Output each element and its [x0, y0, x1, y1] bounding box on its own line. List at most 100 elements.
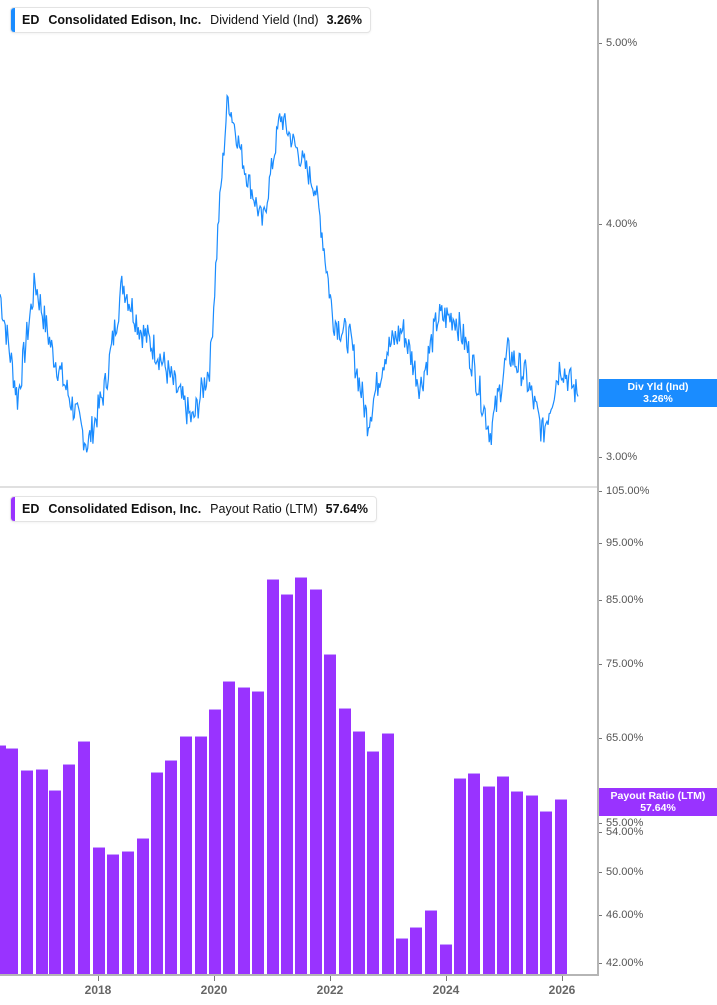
- y-tick-label: 75.00%: [606, 658, 644, 670]
- y-tick-label: 5.00%: [606, 37, 638, 49]
- y-tick-label: 105.00%: [606, 485, 650, 497]
- y-tick: [599, 832, 602, 833]
- payout-bar[interactable]: [367, 751, 379, 974]
- x-tick: [562, 976, 563, 981]
- x-tick-label: 2020: [200, 983, 228, 997]
- series-color-swatch: [11, 8, 15, 32]
- x-tick-label: 2022: [316, 983, 344, 997]
- series-color-swatch: [11, 497, 15, 521]
- payout-bar[interactable]: [324, 654, 336, 974]
- payout-bar[interactable]: [252, 691, 264, 974]
- payout-bar[interactable]: [223, 681, 235, 974]
- payout-bar[interactable]: [93, 847, 105, 974]
- dividend-yield-panel: ED Consolidated Edison, Inc. Dividend Yi…: [0, 0, 717, 487]
- y-tick: [599, 543, 602, 544]
- y-tick: [599, 224, 602, 225]
- x-axis: [0, 974, 599, 976]
- x-tick-label: 2024: [432, 983, 460, 997]
- metric-value: 57.64%: [325, 502, 369, 516]
- panel-divider[interactable]: [0, 486, 597, 488]
- payout-bar[interactable]: [295, 577, 307, 974]
- payout-ratio-current-tag: Payout Ratio (LTM) 57.64%: [599, 788, 717, 816]
- payout-bar[interactable]: [440, 944, 452, 974]
- y-tick: [599, 664, 602, 665]
- tag-label: Payout Ratio (LTM): [610, 790, 706, 802]
- payout-bar[interactable]: [36, 769, 48, 974]
- payout-bar[interactable]: [310, 589, 322, 974]
- y-tick: [599, 738, 602, 739]
- dividend-yield-current-tag: Div Yld (Ind) 3.26%: [599, 379, 717, 407]
- payout-bar[interactable]: [526, 795, 538, 974]
- y-tick-label: 3.00%: [606, 451, 638, 463]
- y-tick-label: 85.00%: [606, 594, 644, 606]
- x-tick-label: 2026: [548, 983, 576, 997]
- payout-bar[interactable]: [49, 790, 61, 974]
- metric-value: 3.26%: [326, 13, 363, 27]
- y-tick-label: 42.00%: [606, 957, 644, 969]
- y-tick-label: 4.00%: [606, 218, 638, 230]
- payout-bar[interactable]: [281, 594, 293, 974]
- dividend-yield-line[interactable]: [0, 93, 579, 453]
- x-tick: [98, 976, 99, 981]
- payout-bar[interactable]: [21, 770, 33, 974]
- payout-bar[interactable]: [410, 927, 422, 974]
- payout-bar[interactable]: [209, 709, 221, 974]
- y-tick-label: 50.00%: [606, 866, 644, 878]
- x-tick: [214, 976, 215, 981]
- payout-bar[interactable]: [540, 811, 552, 974]
- payout-bar[interactable]: [468, 773, 480, 974]
- payout-bar[interactable]: [511, 791, 523, 974]
- payout-bar[interactable]: [497, 776, 509, 974]
- y-tick-label: 54.00%: [606, 826, 644, 838]
- y-tick: [599, 491, 602, 492]
- y-tick: [599, 600, 602, 601]
- y-axis-right: [597, 0, 599, 976]
- payout-bar[interactable]: [483, 786, 495, 974]
- ticker: ED: [22, 502, 40, 516]
- y-tick-label: 65.00%: [606, 732, 644, 744]
- x-tick: [446, 976, 447, 981]
- x-tick-label: 2018: [84, 983, 112, 997]
- payout-bar[interactable]: [180, 736, 192, 974]
- payout-bar[interactable]: [78, 741, 90, 974]
- y-tick: [599, 915, 602, 916]
- payout-bar[interactable]: [382, 733, 394, 974]
- payout-bar[interactable]: [339, 708, 351, 974]
- payout-bar[interactable]: [0, 745, 6, 974]
- payout-bar[interactable]: [63, 764, 75, 974]
- tag-label: Div Yld (Ind): [627, 381, 689, 393]
- payout-bar[interactable]: [137, 838, 149, 974]
- payout-bar[interactable]: [425, 910, 437, 974]
- payout-bar[interactable]: [151, 772, 163, 974]
- metric-name: Payout Ratio (LTM): [210, 502, 318, 516]
- y-tick: [599, 823, 602, 824]
- y-tick-label: 95.00%: [606, 537, 644, 549]
- dividend-yield-line-plot: [0, 93, 579, 453]
- y-tick: [599, 457, 602, 458]
- payout-bar[interactable]: [122, 851, 134, 974]
- y-tick: [599, 43, 602, 44]
- y-tick: [599, 872, 602, 873]
- payout-bar[interactable]: [396, 938, 408, 974]
- payout-bar[interactable]: [195, 736, 207, 974]
- payout-ratio-panel: ED Consolidated Edison, Inc. Payout Rati…: [0, 488, 717, 976]
- payout-bar[interactable]: [267, 579, 279, 974]
- y-tick-label: 46.00%: [606, 909, 644, 921]
- payout-bar[interactable]: [107, 854, 119, 974]
- payout-bar[interactable]: [238, 687, 250, 974]
- payout-ratio-legend[interactable]: ED Consolidated Edison, Inc. Payout Rati…: [10, 496, 378, 522]
- tag-value: 57.64%: [640, 802, 676, 814]
- dividend-yield-legend[interactable]: ED Consolidated Edison, Inc. Dividend Yi…: [10, 7, 372, 33]
- payout-bar[interactable]: [555, 799, 567, 974]
- company-name: Consolidated Edison, Inc.: [48, 13, 202, 27]
- payout-bar[interactable]: [454, 778, 466, 974]
- ticker: ED: [22, 13, 40, 27]
- tag-value: 3.26%: [643, 393, 673, 405]
- payout-bar[interactable]: [353, 731, 365, 974]
- company-name: Consolidated Edison, Inc.: [48, 502, 202, 516]
- payout-bar[interactable]: [6, 748, 18, 974]
- y-tick: [599, 963, 602, 964]
- payout-bar[interactable]: [165, 760, 177, 974]
- metric-name: Dividend Yield (Ind): [210, 13, 319, 27]
- x-tick: [330, 976, 331, 981]
